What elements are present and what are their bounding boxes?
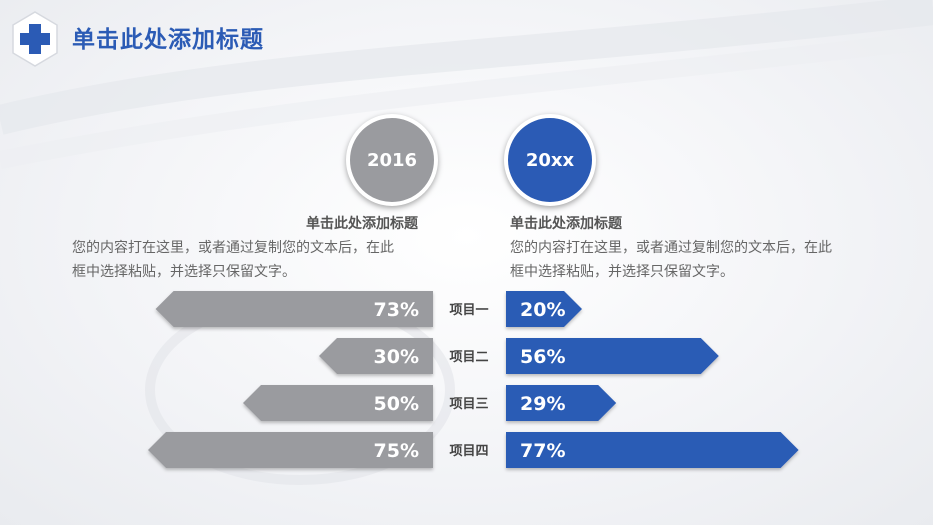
medical-cross-icon [12,11,58,67]
value-label-right-3: 29% [520,393,565,415]
page-title: 单击此处添加标题 [72,27,264,53]
category-label-1: 项目一 [449,303,488,318]
year-label-right: 20xx [525,149,575,171]
category-label-2: 项目二 [449,350,488,365]
right-body-line-1: 您的内容打在这里，或者通过复制您的文本后，在此 [510,240,832,256]
value-label-right-4: 77% [520,440,565,462]
value-label-right-1: 20% [520,299,565,321]
bar-left-4 [148,432,433,468]
value-label-left-1: 73% [374,299,419,321]
right-column-body: 您的内容打在这里，或者通过复制您的文本后，在此 框中选择粘贴，并选择只保留文字。 [510,236,890,284]
bar-right-4 [506,432,799,468]
year-label-left: 2016 [366,149,418,171]
left-column-title: 单击此处添加标题 [306,216,418,232]
left-body-line-2: 框中选择粘贴，并选择只保留文字。 [72,264,296,280]
bar-left-2 [319,338,433,374]
year-badge-right: 20xx [504,114,596,206]
category-label-3: 项目三 [449,397,488,412]
value-label-left-4: 75% [374,440,419,462]
bar-left-1 [155,291,433,327]
value-label-right-2: 56% [520,346,565,368]
value-label-left-2: 30% [374,346,419,368]
left-body-line-1: 您的内容打在这里，或者通过复制您的文本后，在此 [72,240,394,256]
right-body-line-2: 框中选择粘贴，并选择只保留文字。 [510,264,734,280]
year-badge-left: 2016 [346,114,438,206]
right-column-title: 单击此处添加标题 [510,216,622,232]
value-label-left-3: 50% [374,393,419,415]
bar-left-3 [243,385,433,421]
left-column-body: 您的内容打在这里，或者通过复制您的文本后，在此 框中选择粘贴，并选择只保留文字。 [72,236,442,284]
bar-right-2 [506,338,719,374]
category-label-4: 项目四 [449,444,488,459]
bar-right-1 [506,291,582,327]
bar-right-3 [506,385,617,421]
